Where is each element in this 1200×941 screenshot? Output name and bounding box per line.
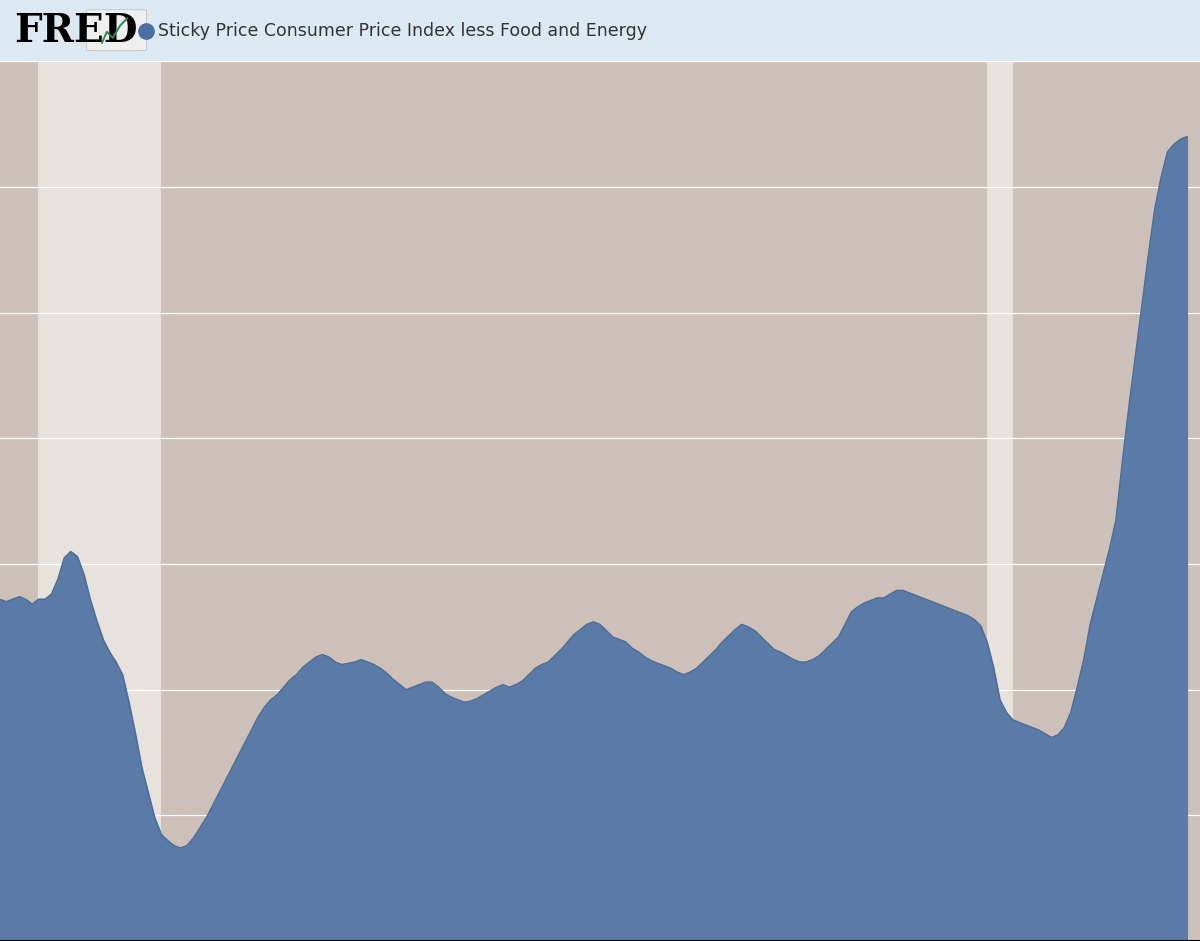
Bar bbox=[986, 61, 1013, 941]
Text: FRED: FRED bbox=[14, 11, 138, 50]
Bar bbox=[38, 61, 161, 941]
Text: Sticky Price Consumer Price Index less Food and Energy: Sticky Price Consumer Price Index less F… bbox=[158, 22, 648, 40]
FancyBboxPatch shape bbox=[86, 9, 146, 51]
